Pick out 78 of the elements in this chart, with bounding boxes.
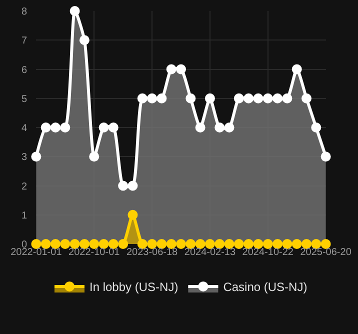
point	[108, 239, 118, 249]
y-tick-label: 1	[21, 210, 28, 222]
point	[214, 122, 225, 132]
x-tick-label: 2022-01-01	[10, 247, 62, 258]
point	[40, 122, 51, 132]
point	[262, 93, 273, 104]
point	[156, 239, 167, 249]
point	[224, 122, 234, 132]
point	[60, 239, 70, 249]
point	[118, 180, 128, 191]
point	[195, 122, 206, 132]
point	[244, 93, 254, 104]
point	[166, 239, 176, 249]
point	[272, 93, 283, 104]
point	[98, 122, 109, 132]
point	[79, 35, 90, 46]
point	[244, 239, 254, 249]
y-tick-label: 4	[21, 123, 28, 134]
point	[204, 93, 215, 104]
point	[176, 64, 186, 74]
point	[70, 239, 80, 249]
point	[186, 239, 196, 249]
point	[31, 152, 42, 162]
y-tick-label: 6	[21, 64, 28, 76]
point	[79, 239, 90, 249]
point	[118, 239, 128, 249]
point	[214, 239, 225, 249]
point	[272, 239, 283, 249]
point	[262, 239, 273, 249]
point	[292, 239, 302, 249]
x-tick-label: 2023-06-18	[126, 247, 178, 258]
point	[302, 93, 312, 104]
point	[50, 239, 60, 249]
point	[60, 122, 70, 132]
y-tick-label: 5	[21, 94, 28, 105]
point	[253, 93, 264, 104]
point	[302, 239, 312, 249]
x-tick-label: 2024-10-22	[242, 247, 294, 258]
point	[311, 239, 322, 249]
point	[282, 93, 292, 104]
point	[186, 93, 196, 104]
point	[89, 152, 100, 162]
x-tick-label: 2024-02-13	[184, 247, 236, 258]
point	[147, 239, 158, 249]
y-tick-label: 8	[21, 6, 28, 18]
point	[137, 93, 148, 104]
point	[137, 239, 148, 249]
x-tick-label: 2022-10-01	[68, 247, 120, 258]
point	[70, 6, 80, 16]
point	[234, 93, 244, 104]
legend-label: In lobby (US-NJ)	[90, 280, 178, 294]
point	[108, 122, 118, 132]
point	[156, 93, 167, 104]
point	[50, 122, 60, 132]
point	[282, 239, 292, 249]
point	[234, 239, 244, 249]
point	[147, 93, 158, 104]
point	[128, 210, 138, 220]
point	[224, 239, 234, 249]
point	[311, 122, 322, 132]
legend-label: Casino (US-NJ)	[223, 280, 308, 294]
point	[176, 239, 186, 249]
point	[292, 64, 302, 74]
point	[195, 239, 206, 249]
point	[253, 239, 264, 249]
point	[204, 239, 215, 249]
x-tick-label: 2025-06-20	[300, 247, 352, 258]
point	[166, 64, 176, 74]
point	[31, 239, 42, 249]
y-tick-label: 2	[21, 181, 28, 192]
point	[98, 239, 109, 249]
point	[89, 239, 100, 249]
point	[128, 180, 138, 191]
y-tick-label: 3	[21, 152, 28, 164]
point	[320, 152, 331, 162]
point	[320, 239, 331, 249]
point	[40, 239, 51, 249]
y-tick-label: 7	[21, 36, 28, 47]
